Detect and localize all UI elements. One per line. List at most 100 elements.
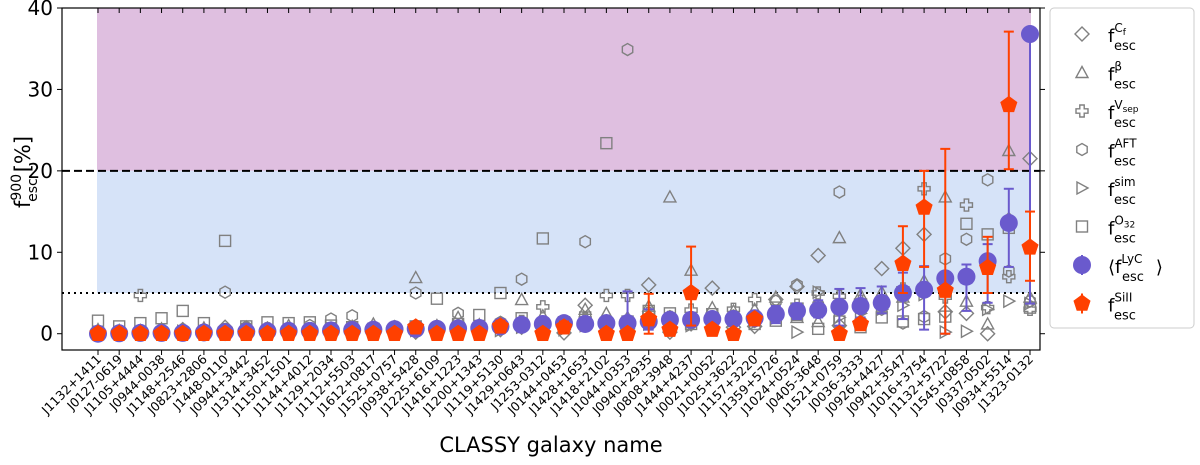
y-tick-label: 20 [28,159,53,183]
point-siII [216,324,234,341]
point-vsep [133,288,148,303]
point-lyc [597,314,616,333]
point-aft [621,42,634,57]
point-cf [577,297,594,314]
legend: fCf esc fβ esc fVsep esc fAFT esc fsim esc fO32 esc… [1049,7,1195,329]
legend-label-cf: fCf esc [1108,21,1136,54]
y-tick-label: 0 [40,322,53,346]
point-lyc [915,280,934,299]
point-o32 [218,234,232,248]
shaded-region [97,170,1031,293]
point-beta [514,292,529,306]
point-aft [452,306,464,321]
point-siII [851,314,870,332]
point-aft [833,185,846,199]
point-siII [555,318,573,335]
point-lyc [999,213,1018,232]
point-cf [979,325,996,342]
point-aft [981,173,994,187]
point-cf [873,260,890,277]
point-o32 [536,232,550,245]
point-sim [812,285,826,300]
point-aft [1002,264,1015,278]
y-tick-label: 10 [28,240,53,264]
point-lyc [872,293,891,312]
point-cf [810,247,827,264]
legend-marker-cf [1074,26,1090,42]
point-beta [408,270,423,284]
point-lyc [618,314,637,333]
point-lyc [851,297,870,316]
point-siII [322,324,340,341]
y-tick-label: 40 [28,0,53,20]
point-lyc [766,305,785,324]
point-siII [152,324,171,341]
point-lyc [576,314,595,333]
point-aft [409,286,422,300]
point-siII [491,317,510,334]
point-lyc [809,301,828,320]
threshold-lines [62,169,1040,294]
point-vsep [599,288,614,303]
legend-marker-lyc [1073,256,1091,274]
legend-marker-aft [1076,142,1088,157]
legend-box [1049,7,1195,329]
point-aft [960,232,973,247]
legend-label-sim: fsim esc [1108,175,1136,208]
point-siII [936,281,954,298]
point-siII [703,320,721,337]
point-siII [174,324,192,341]
point-vsep [620,288,635,303]
point-siII [449,324,467,341]
point-aft [219,285,231,299]
point-siII [385,324,404,341]
point-lyc [724,310,743,329]
point-sim [791,324,805,340]
point-lyc [788,301,806,320]
point-siII [237,324,255,341]
legend-label-beta: fβ esc [1108,60,1136,93]
point-sim [960,324,974,339]
x-axis-label: CLASSY galaxy name [439,433,662,457]
legend-label-o32: fO32 esc [1108,214,1136,247]
y-axis-label: f900esc[%] [9,136,41,208]
point-siII [682,284,700,301]
point-siII [131,324,149,341]
point-siII [258,324,277,341]
point-siII [830,324,848,341]
legend-label-aft: fAFT esc [1108,137,1137,170]
point-siII [534,324,552,341]
y-tick-label: 30 [28,77,53,101]
point-lyc [957,267,976,286]
legend-marker-siII [1073,294,1091,311]
point-lyc [703,310,722,329]
point-vsep [1002,270,1016,284]
legend-marker-sim [1076,180,1090,196]
point-siII [280,324,298,341]
point-siII [640,310,658,327]
legend-label-lyc: ⟨fLyC esc ⟩ [1108,252,1163,285]
point-o32 [494,286,507,300]
point-siII [746,310,764,327]
point-siII [110,324,128,341]
point-lyc [1021,25,1039,44]
legend-marker-beta [1074,65,1090,79]
point-siII [195,324,213,341]
point-o32 [600,136,613,150]
point-siII [428,324,446,341]
point-aft [579,234,592,249]
point-o32 [176,304,189,318]
point-siII [1000,95,1018,113]
point-o32 [155,312,168,325]
point-vsep [959,198,974,212]
point-vsep [747,292,762,307]
point-siII [979,258,997,276]
legend-marker-vsep [1075,104,1089,118]
point-beta [578,301,593,315]
point-siII [894,254,912,271]
point-siII [915,198,933,215]
point-aft [515,272,528,286]
point-siII [89,324,107,341]
point-siII [407,318,425,335]
